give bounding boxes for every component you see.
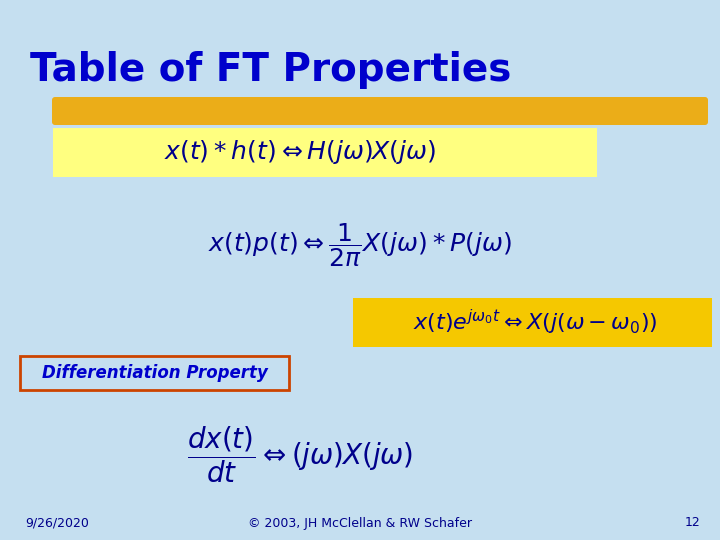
Text: $x(t)p(t) \Leftrightarrow \dfrac{1}{2\pi}X(j\omega)*P(j\omega)$: $x(t)p(t) \Leftrightarrow \dfrac{1}{2\pi… <box>208 221 512 269</box>
FancyBboxPatch shape <box>53 128 597 177</box>
Text: $\dfrac{dx(t)}{dt} \Leftrightarrow (j\omega)X(j\omega)$: $\dfrac{dx(t)}{dt} \Leftrightarrow (j\om… <box>186 424 413 485</box>
Text: $x(t)e^{j\omega_0 t} \Leftrightarrow X(j(\omega-\omega_0))$: $x(t)e^{j\omega_0 t} \Leftrightarrow X(j… <box>413 308 657 337</box>
FancyBboxPatch shape <box>353 298 712 347</box>
FancyBboxPatch shape <box>20 356 289 390</box>
Text: Differentiation Property: Differentiation Property <box>42 364 268 382</box>
Text: Table of FT Properties: Table of FT Properties <box>30 51 511 89</box>
Text: $x(t)*h(t) \Leftrightarrow H(j\omega)X(j\omega)$: $x(t)*h(t) \Leftrightarrow H(j\omega)X(j… <box>164 138 436 166</box>
Text: © 2003, JH McClellan & RW Schafer: © 2003, JH McClellan & RW Schafer <box>248 516 472 530</box>
Text: 9/26/2020: 9/26/2020 <box>25 516 89 530</box>
FancyBboxPatch shape <box>52 97 708 125</box>
Text: 12: 12 <box>684 516 700 530</box>
